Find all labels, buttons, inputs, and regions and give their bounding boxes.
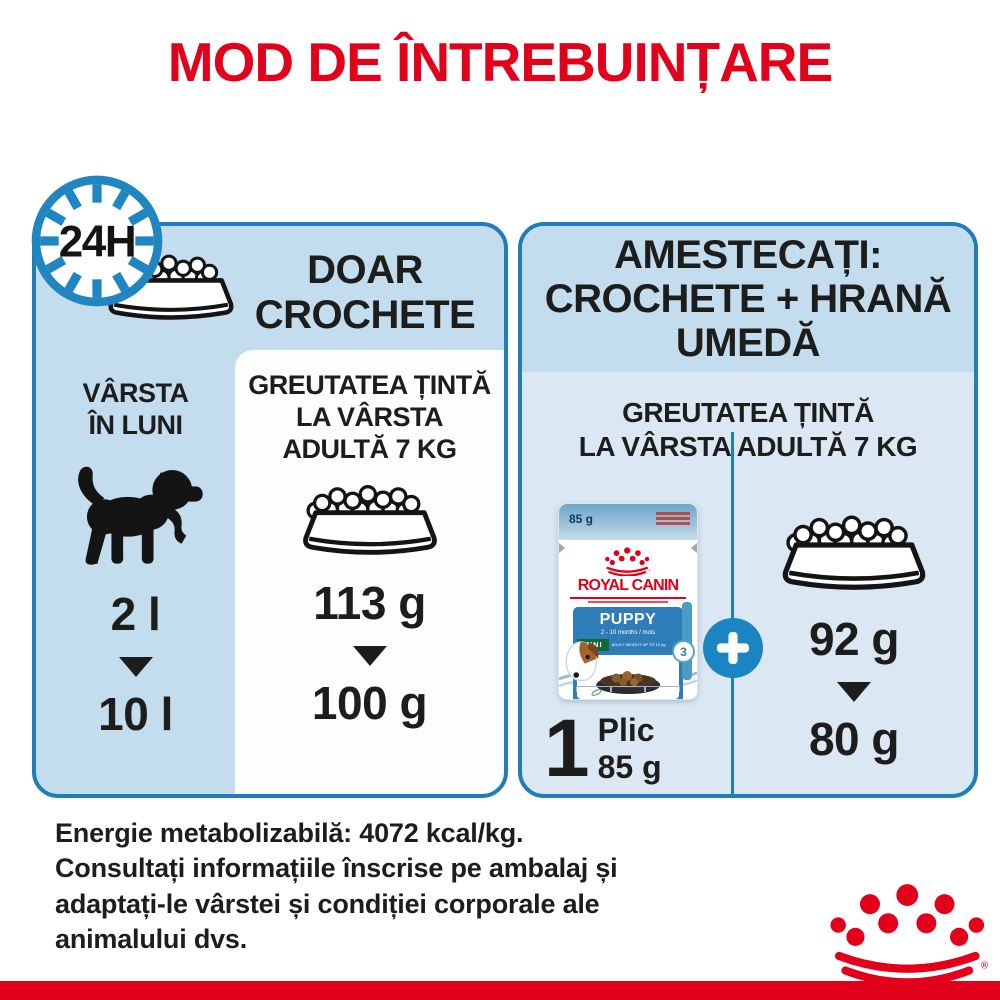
age-start-value: 2 l: [110, 587, 161, 640]
royal-canin-crown-logo: [830, 876, 990, 985]
age-end-value: 10 l: [98, 687, 173, 740]
24h-label: 24H: [59, 218, 136, 267]
dry-weight-column: GREUTATEA ȚINTĂ LA VÂRSTA ADULTĂ 7 KG 11…: [235, 350, 504, 794]
pouch-count-unit: Plic: [597, 712, 655, 748]
pouch-top-band: 85 g: [559, 504, 697, 540]
kibble-bowl-icon: [773, 508, 935, 598]
dry-end-value: 100 g: [311, 677, 428, 730]
dry-only-header: DOAR CROCHETE: [254, 248, 476, 337]
mixed-kibble-column: 92 g 80 g: [734, 508, 974, 794]
mixed-feeding-panel: AMESTECAȚI: CROCHETE + HRANĂ UMEDĂ GREUT…: [518, 222, 978, 798]
pouch-red-rule-sub: [587, 601, 669, 603]
pouch-size-note: ADULT WEIGHT UP TO 10 kg: [611, 641, 666, 647]
pouch-stage-number: 3: [672, 640, 695, 663]
24h-clock-icon: 24H: [31, 175, 163, 307]
age-column: VÂRSTA ÎN LUNI 2 l 10 l: [36, 350, 235, 794]
pouch-count: 1 Plic 85 g: [544, 702, 662, 794]
mixed-subheader: GREUTATEA ȚINTĂ LA VÂRSTA ADULTĂ 7 KG: [578, 397, 918, 463]
jack-russell-puppy-photo: [565, 641, 599, 682]
pouch-product-name: PUPPY: [599, 610, 657, 628]
dry-start-value: 113 g: [313, 577, 426, 630]
pouch-tear-notch: [559, 543, 565, 553]
down-arrow-icon: [352, 646, 387, 667]
pouch-red-rule: [570, 597, 686, 600]
pouch-brand-name: ROYAL CANIN: [577, 577, 679, 595]
down-arrow-icon: [837, 682, 871, 703]
kibble-bowl-icon: [294, 478, 446, 563]
pouch-food-photo: [576, 654, 680, 699]
page-title: MOD DE ÎNTREBUINȚARE: [167, 31, 833, 93]
age-column-header: VÂRSTA ÎN LUNI: [82, 378, 189, 440]
mixed-kibble-end-value: 80 g: [808, 713, 900, 766]
mixed-header: AMESTECAȚI: CROCHETE + HRANĂ UMEDĂ: [522, 226, 974, 372]
pouch-tear-notch: [691, 543, 697, 553]
column-divider: [731, 432, 734, 794]
pouch-count-weight: 85 g: [597, 748, 662, 785]
plus-icon: [703, 618, 763, 678]
pouch-scale-ticks: [575, 686, 681, 692]
energy-note: Energie metabolizabilă: 4072 kcal/kg. Co…: [55, 818, 618, 955]
dry-weight-header: GREUTATEA ȚINTĂ LA VÂRSTA ADULTĂ 7 KG: [248, 370, 491, 464]
bottom-red-bar: [0, 981, 1000, 1000]
pouch-count-number: 1: [544, 702, 590, 794]
puppy-silhouette-icon: [77, 466, 203, 565]
down-arrow-icon: [118, 656, 153, 677]
dry-only-panel: DOAR CROCHETE VÂRSTA ÎN LUNI: [32, 222, 508, 798]
mixed-kibble-start-value: 92 g: [808, 613, 900, 666]
pouch-age-range: 2 - 10 months / mois: [600, 629, 656, 636]
pouch-fine-print: [656, 512, 690, 527]
pouch-weight-label: 85 g: [569, 512, 594, 526]
royal-canin-crown-icon: [605, 545, 651, 576]
wet-food-pouch: 85 g ROYAL CANIN PUPPY 2 - 10 months / m…: [558, 503, 698, 700]
